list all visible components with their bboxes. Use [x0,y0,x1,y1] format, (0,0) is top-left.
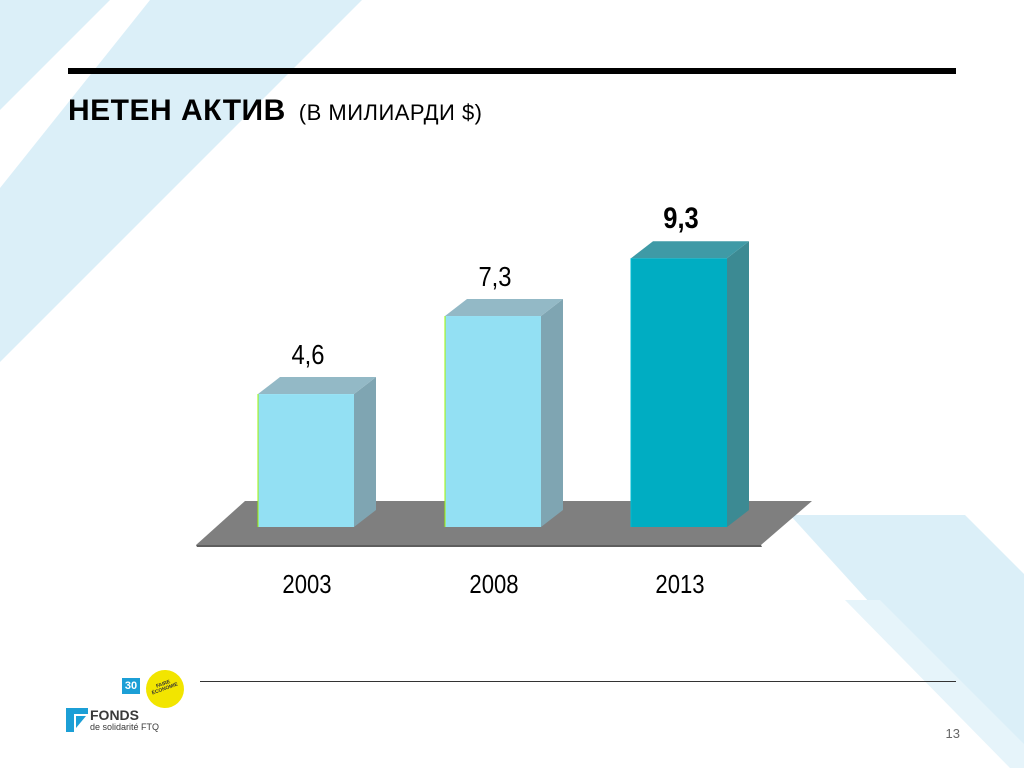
data-label-2008: 7,3 [478,260,511,292]
bar-top-2008 [445,299,563,317]
bar-2003 [258,394,354,527]
title-top-rule [68,68,956,74]
footer-rule [200,681,956,682]
bar-side-2013 [727,241,749,528]
slide-title: НЕТЕН АКТИВ (В МИЛИАРДИ $) [68,94,483,128]
anniversary-badge: 30 [122,678,140,694]
background-stripe-top-left [0,0,110,110]
chart-floor-edge [196,545,762,547]
bar-top-2003 [258,377,376,395]
title-subtitle: (В МИЛИАРДИ $) [298,100,483,125]
page-number: 13 [945,726,960,741]
data-label-2013: 9,3 [663,201,698,234]
title-main: НЕТЕН АКТИВ [68,94,286,127]
seal-text: FAIRE ÉCONOMIE [151,678,179,697]
x-tick-label-2008: 2008 [469,570,518,599]
data-label-2003: 4,6 [291,338,324,370]
bar-2008 [445,316,541,527]
background-stripe-left [0,0,362,362]
bar-2013 [631,258,727,527]
x-tick-label-2013: 2013 [655,570,704,599]
bar-side-2008 [541,299,563,527]
bar-top-2013 [631,241,749,259]
logo-brand-subtitle: de solidarité FTQ [90,722,160,732]
logo-brand: FONDS [90,707,139,723]
background-stripe-bottom-right-small [845,600,1024,768]
fonds-arrow-icon [66,708,88,732]
bar-side-2003 [354,377,376,527]
x-tick-label-2003: 2003 [282,570,331,599]
